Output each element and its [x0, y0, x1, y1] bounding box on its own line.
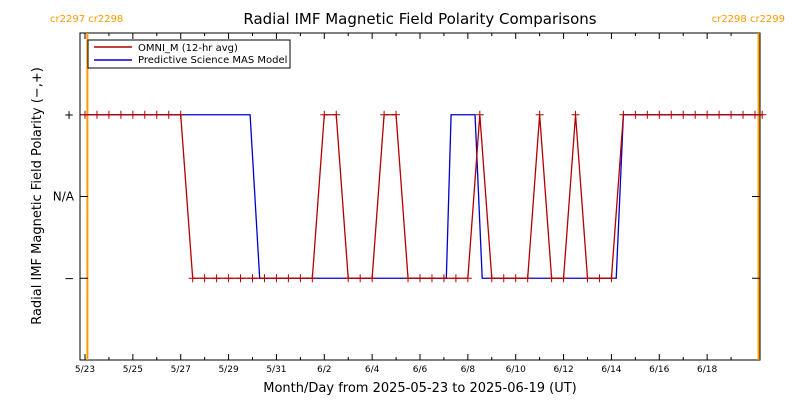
- omni-data-point: [140, 110, 149, 119]
- omni-data-point: [487, 274, 496, 283]
- omni-data-point: [463, 274, 472, 283]
- omni-data-point: [739, 110, 748, 119]
- omni-data-point: [188, 274, 197, 283]
- omni-data-point: [667, 110, 676, 119]
- omni-data-point: [416, 274, 424, 283]
- omni-data-point: [200, 274, 209, 283]
- x-tick-label: 5/25: [123, 365, 143, 375]
- omni-data-point: [499, 274, 508, 283]
- omni-data-point: [92, 110, 101, 119]
- omni-data-point: [320, 110, 329, 119]
- x-tick-label: 6/18: [697, 365, 717, 375]
- omni-data-point: [248, 274, 257, 283]
- omni-data-point: [116, 110, 125, 119]
- omni-data-point: [475, 110, 484, 119]
- omni-data-point: [523, 274, 532, 283]
- omni-data-point: [727, 110, 736, 119]
- omni-data-point: [356, 274, 365, 283]
- y-tick-label: −: [64, 271, 74, 285]
- series-mas-line: [85, 114, 763, 279]
- omni-data-point: [511, 274, 520, 283]
- omni-data-point: [272, 274, 281, 283]
- omni-data-point: [380, 110, 389, 119]
- x-tick-label: 5/23: [75, 365, 95, 375]
- omni-data-point: [679, 110, 688, 119]
- x-tick-label: 5/27: [171, 365, 191, 375]
- omni-data-point: [571, 110, 580, 119]
- omni-data-point: [81, 110, 89, 119]
- omni-data-point: [152, 110, 161, 119]
- omni-data-point: [758, 110, 767, 119]
- y-tick-label: N/A: [53, 190, 75, 204]
- x-tick-label: 6/10: [506, 365, 526, 375]
- omni-data-point: [344, 274, 353, 283]
- legend-label-mas: Predictive Science MAS Model: [138, 55, 287, 66]
- x-tick-label: 6/4: [365, 365, 380, 375]
- omni-data-point: [176, 110, 185, 119]
- legend-label-omni: OMNI_M (12-hr avg): [138, 43, 238, 54]
- omni-data-point: [392, 110, 401, 119]
- omni-data-point: [547, 274, 556, 283]
- omni-data-point: [643, 110, 652, 119]
- omni-data-point: [655, 110, 664, 119]
- x-tick-label: 6/6: [413, 365, 428, 375]
- omni-data-point: [404, 274, 413, 283]
- omni-data-point: [751, 110, 759, 119]
- x-tick-label: 6/14: [601, 365, 621, 375]
- omni-data-point: [439, 274, 448, 283]
- rotation-label: cr2297 cr2298: [50, 14, 123, 25]
- omni-data-point: [715, 110, 724, 119]
- omni-data-point: [583, 274, 592, 283]
- omni-data-point: [595, 274, 604, 283]
- axis-ticks: 5/23 5/25 5/27 5/29 5/31 6/2 6/4 6/6 6/8 6/10 6/12…: [53, 33, 760, 375]
- omni-data-point: [296, 274, 305, 283]
- omni-data-point: [607, 274, 616, 283]
- omni-data-point: [212, 274, 221, 283]
- x-tick-label: 6/2: [317, 365, 331, 375]
- series-omni-line: [85, 114, 763, 279]
- omni-data-point: [535, 110, 544, 119]
- omni-data-point: [368, 274, 377, 283]
- omni-data-point: [619, 110, 628, 119]
- x-axis-label: Month/Day from 2025-05-23 to 2025-06-19 …: [263, 381, 576, 396]
- omni-data-point: [308, 274, 317, 283]
- x-tick-label: 6/16: [649, 365, 669, 375]
- omni-data-point: [104, 110, 113, 119]
- omni-data-point: [703, 110, 712, 119]
- omni-data-point: [631, 110, 640, 119]
- omni-data-point: [559, 274, 568, 283]
- omni-data-point: [224, 274, 233, 283]
- legend: OMNI_M (12-hr avg) Predictive Science MA…: [87, 39, 291, 69]
- omni-data-point: [332, 110, 341, 119]
- omni-data-point: [260, 274, 269, 283]
- legend-box: [87, 39, 291, 69]
- omni-data-point: [236, 274, 245, 283]
- y-tick-label: +: [64, 108, 74, 122]
- x-tick-label: 6/8: [461, 365, 476, 375]
- plot-frame: [79, 32, 761, 361]
- omni-data-point: [284, 274, 293, 283]
- y-axis-label: Radial IMF Magnetic Field Polarity (−,+): [30, 67, 45, 325]
- x-tick-label: 5/31: [266, 365, 286, 375]
- series-layer: [81, 110, 767, 283]
- omni-data-point: [691, 110, 700, 119]
- omni-data-point: [451, 274, 460, 283]
- x-tick-label: 6/12: [553, 365, 573, 375]
- omni-data-point: [427, 274, 436, 283]
- omni-data-point: [128, 110, 137, 119]
- x-tick-label: 5/29: [218, 365, 238, 375]
- chart-title: Radial IMF Magnetic Field Polarity Compa…: [243, 10, 596, 28]
- omni-data-point: [164, 110, 173, 119]
- rotation-label: cr2298 cr2299: [712, 14, 785, 25]
